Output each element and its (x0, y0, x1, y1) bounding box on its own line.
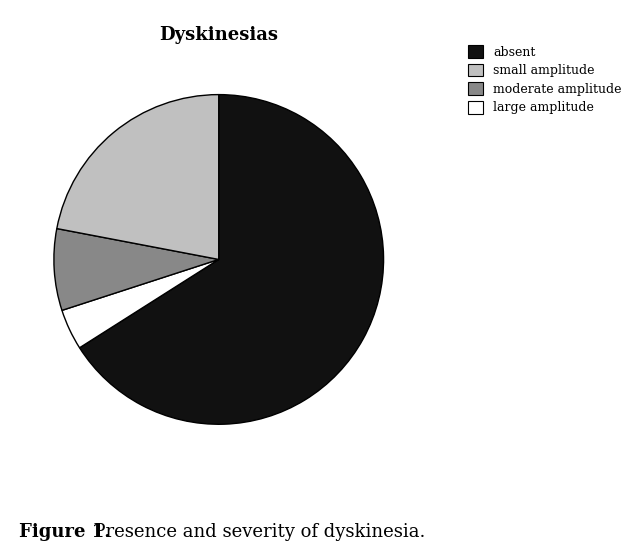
Text: Presence and severity of dyskinesia.: Presence and severity of dyskinesia. (82, 523, 426, 541)
Title: Dyskinesias: Dyskinesias (159, 25, 278, 44)
Text: Figure 1.: Figure 1. (19, 523, 111, 541)
Wedge shape (62, 259, 219, 348)
Wedge shape (57, 94, 219, 259)
Wedge shape (79, 94, 384, 424)
Wedge shape (54, 229, 219, 310)
Legend: absent, small amplitude, moderate amplitude, large amplitude: absent, small amplitude, moderate amplit… (468, 45, 621, 114)
